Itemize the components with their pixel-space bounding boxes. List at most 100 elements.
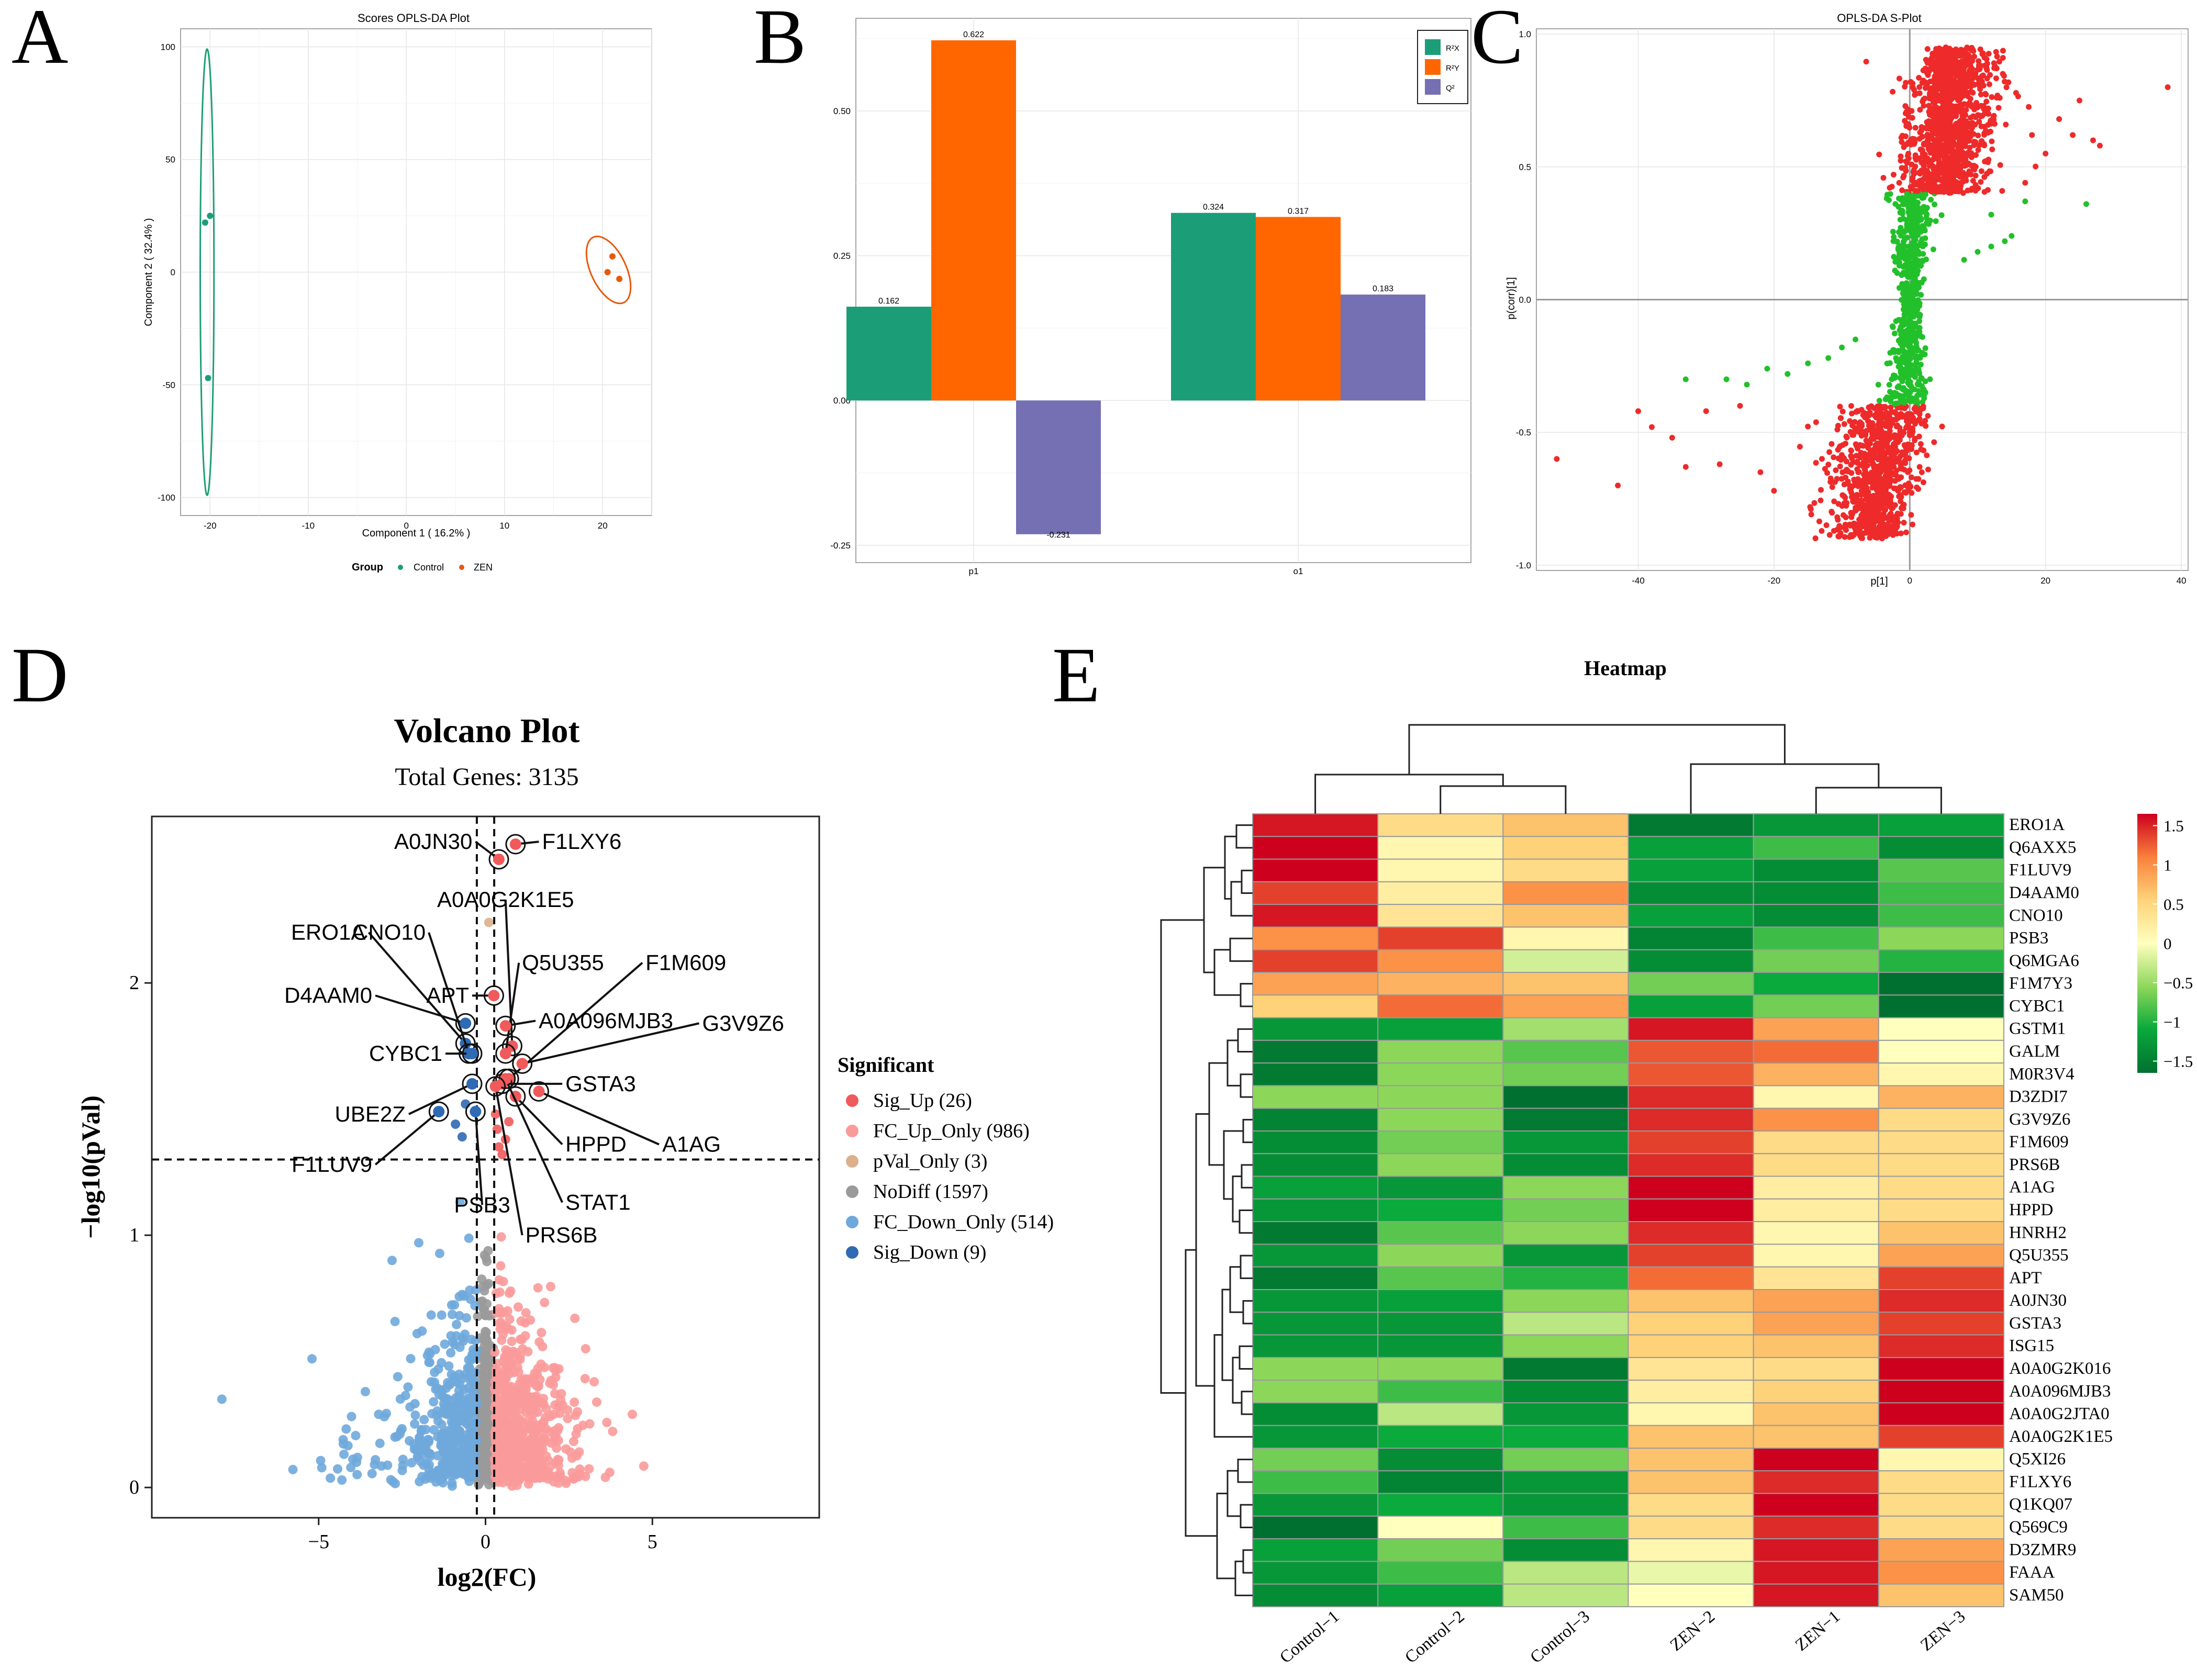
- volcano-point-fc-up: [490, 1347, 500, 1357]
- heatmap-cell: [1377, 858, 1504, 882]
- volcano-point-fc-up: [532, 1466, 542, 1476]
- legend-r2y-swatch: [1425, 59, 1441, 75]
- splot-point-significant: [1771, 488, 1777, 494]
- panel-a-ellipse-control: [199, 48, 215, 496]
- heatmap-cell: [1753, 1583, 1879, 1608]
- splot-point-significant: [1983, 56, 1990, 62]
- volcano-point-sig-down: [457, 1132, 467, 1142]
- splot-point-significant: [1831, 498, 1837, 505]
- splot-point-significant: [1961, 157, 1967, 163]
- splot-point-significant: [1827, 475, 1834, 481]
- heatmap-cell: [1377, 1470, 1504, 1494]
- splot-point-significant: [1893, 513, 1899, 520]
- splot-point-significant: [1848, 403, 1854, 409]
- panel-b-bar-p1-2: [1016, 400, 1101, 534]
- volcano-point-fc-down: [361, 1386, 370, 1396]
- splot-point: [1723, 376, 1730, 383]
- heatmap-cell: [1627, 858, 1754, 882]
- splot-point-significant: [1851, 476, 1857, 483]
- panel-a-point-control: [207, 212, 214, 219]
- volcano-point-fc-up: [496, 1317, 506, 1327]
- splot-point-significant: [1848, 470, 1855, 476]
- splot-point-significant: [1868, 515, 1875, 521]
- heatmap-cell: [1377, 1493, 1504, 1517]
- heatmap-cell: [1878, 1425, 2004, 1449]
- splot-point-significant: [1935, 80, 1942, 86]
- volcano-point-fc-down: [444, 1361, 454, 1371]
- volcano-point-fc-up: [575, 1464, 585, 1474]
- volcano-labeled-point: [493, 853, 505, 865]
- splot-point-significant: [1913, 450, 1920, 456]
- splot-point: [1891, 254, 1897, 260]
- heatmap-row-label: ISG15: [2009, 1337, 2054, 1356]
- volcano-point-fc-up: [553, 1426, 563, 1436]
- volcano-point-fc-down: [441, 1460, 451, 1470]
- volcano-point-fc-down: [347, 1412, 356, 1421]
- heatmap-cell: [1502, 972, 1629, 996]
- heatmap-cell: [1377, 926, 1504, 950]
- splot-point-significant: [1901, 173, 1907, 179]
- splot-point-significant: [1949, 150, 1955, 156]
- splot-point-significant: [1881, 514, 1887, 520]
- panel-c-ylabel: p(corr)[1]: [1505, 277, 1517, 319]
- heatmap-cell: [1627, 1244, 1754, 1268]
- splot-point-significant: [1841, 500, 1847, 506]
- heatmap-cell: [1252, 1039, 1379, 1064]
- heatmap-cell: [1252, 926, 1379, 950]
- heatmap-cell: [1627, 1538, 1754, 1562]
- heatmap-cell: [1878, 994, 2004, 1018]
- splot-point-significant: [1990, 116, 1996, 122]
- heatmap-cell: [1627, 1493, 1754, 1517]
- splot-point-significant: [1872, 442, 1879, 448]
- heatmap-row-label: A0A0G2JTA0: [2009, 1405, 2110, 1424]
- splot-point-significant: [1913, 408, 1920, 415]
- splot-point-significant: [1872, 474, 1879, 480]
- splot-point-significant: [1842, 534, 1848, 540]
- heatmap-cell: [1502, 1561, 1629, 1585]
- splot-point-significant: [1972, 114, 1979, 120]
- volcano-point-fc-down: [443, 1406, 453, 1416]
- splot-point-significant: [1978, 91, 1984, 97]
- splot-point: [1891, 390, 1898, 396]
- splot-point-significant: [1877, 424, 1883, 431]
- volcano-labeled-point: [470, 1105, 482, 1117]
- splot-point-significant: [1905, 109, 1912, 116]
- panel-d-ytick-label: 0: [129, 1476, 139, 1498]
- volcano-point-fc-up: [520, 1318, 530, 1328]
- splot-point-significant: [1931, 151, 1937, 157]
- splot-point-significant: [1978, 179, 1984, 185]
- splot-point: [1875, 382, 1881, 388]
- volcano-point-fc-down: [307, 1354, 317, 1364]
- splot-point-significant: [1894, 474, 1901, 480]
- panel-a-legend: Group Control ZEN: [352, 562, 493, 573]
- heatmap-cell: [1502, 1175, 1629, 1200]
- heatmap-cell: [1502, 813, 1629, 837]
- splot-point: [1903, 309, 1909, 316]
- splot-point-significant: [1823, 522, 1830, 529]
- splot-point-significant: [1968, 65, 1974, 72]
- splot-point-significant: [2029, 132, 2035, 138]
- splot-point-significant: [1875, 507, 1881, 513]
- splot-point-significant: [1858, 522, 1865, 529]
- volcano-point-sig-down: [451, 1119, 461, 1129]
- heatmap-column-label: Control−2: [1401, 1607, 1468, 1667]
- heatmap-row-label: F1LXY6: [2009, 1472, 2071, 1491]
- panel-a-legend-title: Group: [352, 562, 383, 573]
- splot-point-significant: [1839, 469, 1846, 475]
- splot-point-significant: [1963, 107, 1969, 113]
- heatmap-cell: [1252, 1266, 1379, 1291]
- panel-c-xtick-label: -20: [1768, 576, 1781, 586]
- splot-point-significant: [1905, 121, 1912, 128]
- volcano-point-fc-down: [326, 1473, 336, 1483]
- heatmap-cell: [1252, 994, 1379, 1018]
- splot-point-significant: [1965, 51, 1971, 58]
- heatmap-cell: [1377, 1107, 1504, 1132]
- panel-b-ytick-label: -0.25: [830, 541, 851, 551]
- volcano-labeled-point: [460, 1017, 472, 1029]
- splot-point-significant: [1984, 75, 1990, 82]
- splot-point-significant: [1942, 50, 1948, 57]
- splot-point-significant: [1890, 172, 1897, 178]
- panel-d-legend-entry: pVal_Only (3): [873, 1150, 987, 1172]
- splot-point: [1905, 358, 1912, 364]
- heatmap-cell: [1502, 1289, 1629, 1313]
